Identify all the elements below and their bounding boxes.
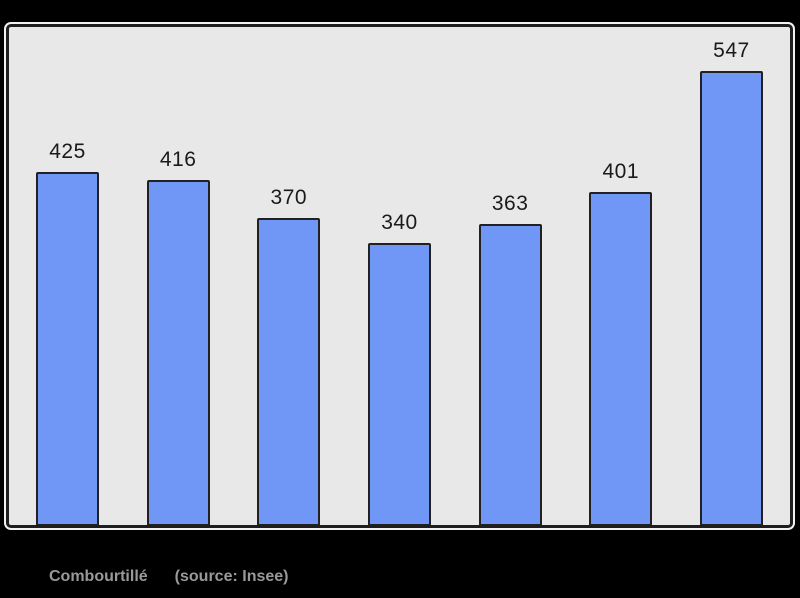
chart-frame: 425 416 370 340 363 401 547 [6,24,793,528]
bar [36,172,99,525]
bar [478,223,542,525]
bar [146,179,210,525]
caption-title: Combourtillé [49,568,148,585]
bar-value-label: 416 [159,147,197,171]
caption-source: (source: Insee) [174,568,289,585]
bar-slot: 340 [367,27,431,525]
bar-value-label: 363 [491,191,529,215]
bar-value-label: 547 [713,39,750,62]
bar-value-label: 425 [49,140,86,164]
bar-value-label: 370 [270,185,308,209]
bar-slot: 401 [589,27,653,525]
bar-slot: 425 [36,27,99,525]
bar [699,71,763,525]
bar-value-label: 401 [602,160,640,184]
bar-slot: 363 [478,27,542,525]
bar [367,242,431,525]
bar-slot: 370 [257,27,321,525]
bar-value-label: 340 [381,210,418,234]
bar-slot: 547 [699,27,763,525]
bar-slot: 416 [146,27,210,525]
chart-caption: Combourtillé (source: Insee) [49,568,288,586]
plot-area: 425 416 370 340 363 401 547 [9,27,790,525]
bar [257,217,321,525]
bar [589,192,653,525]
